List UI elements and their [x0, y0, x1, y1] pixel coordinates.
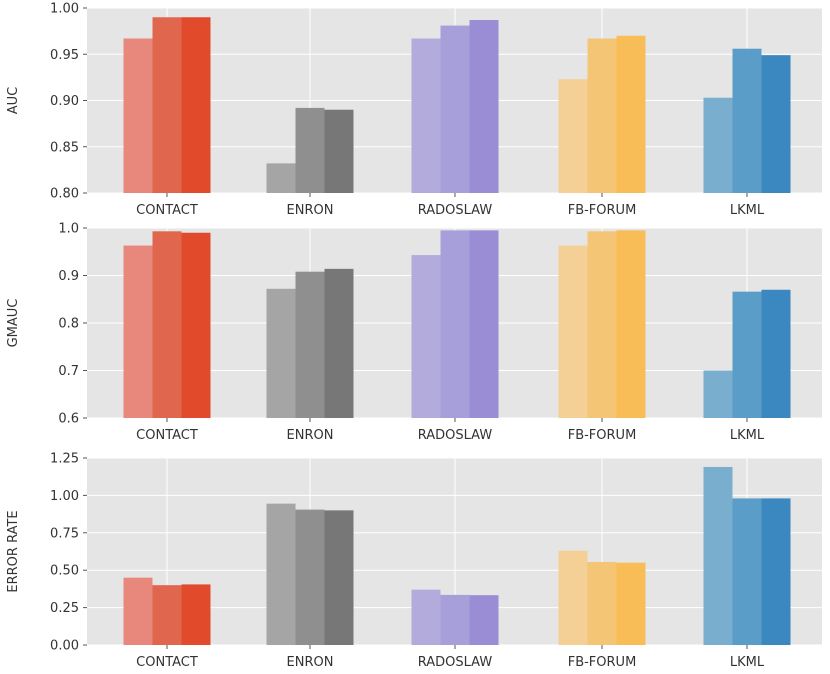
bar-contact-2: [152, 17, 182, 193]
x-tick-label: LKML: [730, 428, 765, 443]
x-tick-label: CONTACT: [136, 203, 198, 218]
bar-contact-1: [123, 245, 153, 418]
x-tick-label: LKML: [730, 655, 765, 670]
bar-radoslaw-2: [440, 25, 470, 194]
y-axis-title: GMAUC: [6, 299, 21, 348]
y-tick-label: 0.8: [58, 317, 79, 332]
bar-enron-3: [324, 510, 354, 645]
bar-contact-3: [181, 584, 211, 645]
bar-enron-1: [266, 503, 296, 645]
bar-radoslaw-2: [440, 230, 470, 418]
bar-contact-2: [152, 231, 182, 418]
bar-radoslaw-2: [440, 594, 470, 645]
y-tick-label: 1.25: [50, 452, 79, 467]
panel-error-rate: 0.00 0.25 0.50 0.75 1.00 1.25 CONTACT ENRON RADO…: [6, 452, 822, 670]
bar-fb-forum-3: [616, 230, 646, 418]
y-tick-label: 1.0: [58, 222, 79, 237]
bar-lkml-2: [732, 48, 762, 194]
bar-lkml-3: [761, 55, 791, 193]
x-tick-label: RADOSLAW: [418, 428, 493, 443]
bar-radoslaw-3: [469, 595, 499, 645]
y-tick-label: 0.6: [58, 412, 79, 427]
bar-fb-forum-1: [558, 245, 588, 418]
bar-lkml-1: [703, 370, 733, 418]
x-tick-label: CONTACT: [136, 428, 198, 443]
bar-fb-forum-2: [587, 561, 617, 645]
bar-enron-1: [266, 288, 296, 418]
bar-contact-1: [123, 577, 153, 645]
bar-lkml-3: [761, 289, 791, 418]
x-tick-label: FB-FORUM: [568, 428, 637, 443]
bar-fb-forum-1: [558, 550, 588, 645]
bar-radoslaw-1: [411, 589, 441, 645]
panel-gmauc: 0.6 0.7 0.8 0.9 1.0 CONTACT ENRON RADOSLAW FB-FO…: [6, 222, 822, 443]
y-tick-label: 0.9: [58, 269, 79, 284]
y-tick-label: 0.95: [50, 48, 79, 63]
y-tick-label: 0.85: [50, 140, 79, 155]
x-tick-label: FB-FORUM: [568, 655, 637, 670]
y-tick-label: 1.00: [50, 489, 79, 504]
bar-contact-2: [152, 585, 182, 645]
x-tick-label: LKML: [730, 203, 765, 218]
y-tick-label: 0.50: [50, 564, 79, 579]
bar-enron-3: [324, 268, 354, 418]
bar-radoslaw-1: [411, 255, 441, 418]
y-tick-label: 0.00: [50, 639, 79, 654]
x-tick-label: ENRON: [287, 428, 334, 443]
panel-auc: 0.80 0.85 0.90 0.95 1.00 CONTACT ENRON RADOSLAW…: [6, 2, 822, 218]
bar-lkml-3: [761, 498, 791, 645]
bar-radoslaw-1: [411, 38, 441, 194]
x-tick-label: ENRON: [287, 203, 334, 218]
y-axis-title: ERROR RATE: [6, 510, 21, 592]
bar-fb-forum-2: [587, 231, 617, 418]
y-axis-title: AUC: [6, 87, 21, 115]
y-tick-label: 0.90: [50, 94, 79, 109]
bar-fb-forum-3: [616, 562, 646, 645]
bar-lkml-1: [703, 97, 733, 193]
y-tick-label: 0.25: [50, 601, 79, 616]
bar-contact-3: [181, 232, 211, 418]
bar-lkml-2: [732, 291, 762, 418]
bar-fb-forum-3: [616, 35, 646, 193]
bar-radoslaw-3: [469, 230, 499, 418]
y-tick-label: 1.00: [50, 2, 79, 17]
bar-fb-forum-1: [558, 79, 588, 193]
bar-enron-1: [266, 163, 296, 193]
bar-enron-2: [295, 509, 325, 645]
x-tick-label: RADOSLAW: [418, 655, 493, 670]
bar-enron-3: [324, 109, 354, 193]
y-tick-label: 0.7: [58, 364, 79, 379]
bar-lkml-2: [732, 498, 762, 645]
bar-radoslaw-3: [469, 20, 499, 194]
y-tick-label: 0.80: [50, 187, 79, 202]
bar-enron-2: [295, 271, 325, 418]
bar-contact-1: [123, 38, 153, 194]
x-tick-label: FB-FORUM: [568, 203, 637, 218]
bar-enron-2: [295, 107, 325, 193]
x-tick-label: ENRON: [287, 655, 334, 670]
y-tick-label: 0.75: [50, 526, 79, 541]
bar-lkml-1: [703, 466, 733, 645]
x-tick-label: RADOSLAW: [418, 203, 493, 218]
bar-contact-3: [181, 17, 211, 193]
bar-fb-forum-2: [587, 38, 617, 194]
x-tick-label: CONTACT: [136, 655, 198, 670]
